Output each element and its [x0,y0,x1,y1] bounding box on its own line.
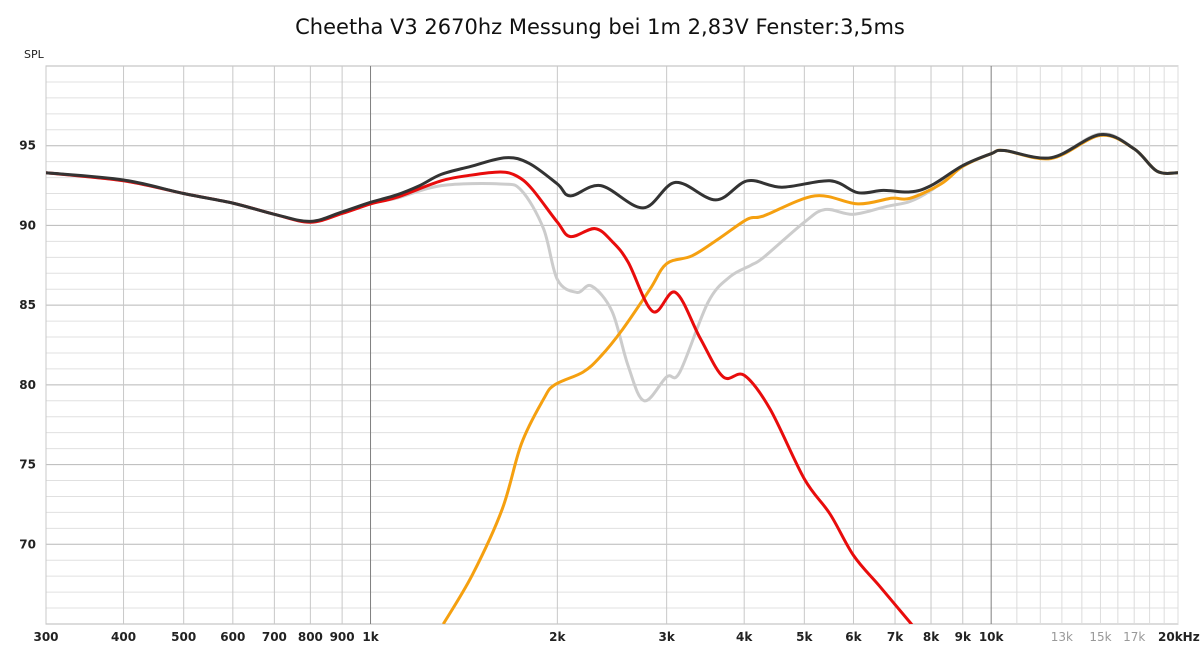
x-tick-label: 600 [220,630,245,644]
x-tick-label: 5k [796,630,813,644]
x-tick-label: 300 [33,630,58,644]
series-line-black [46,133,1178,223]
y-tick-label: 95 [19,139,36,153]
x-tick-label: 20kHz [1158,630,1200,644]
x-tick-label: 1k [362,630,379,644]
x-tick-label: 900 [330,630,355,644]
y-tick-label: 80 [19,378,36,392]
x-tick-label: 17k [1123,630,1145,644]
x-tick-label: 500 [171,630,196,644]
y-tick-label: 70 [19,537,36,551]
x-tick-label: 2k [549,630,566,644]
x-tick-label: 3k [658,630,675,644]
x-tick-label: 13k [1051,630,1073,644]
x-tick-label: 15k [1089,630,1111,644]
x-tick-label: 9k [955,630,972,644]
x-tick-label: 8k [923,630,940,644]
series-lines [46,132,1178,624]
x-tick-label: 400 [111,630,136,644]
x-tick-label: 7k [887,630,904,644]
x-tick-labels: 300 400 500 600 700 800 900 1k 2k 3k 4k 5k 6k 7k 8k 9k 1… [33,630,1199,644]
x-tick-label: 4k [736,630,753,644]
x-tick-label: 800 [298,630,323,644]
x-tick-label: 10k [979,630,1005,644]
grid [45,65,1179,625]
y-tick-label: 75 [19,458,36,472]
y-axis-label: SPL [24,48,45,61]
y-tick-labels: 70 75 80 85 90 95 [19,139,36,552]
y-tick-label: 85 [19,298,36,312]
x-tick-label: 700 [262,630,287,644]
x-tick-label: 6k [845,630,862,644]
chart-title: Cheetha V3 2670hz Messung bei 1m 2,83V F… [295,15,905,39]
y-tick-label: 90 [19,218,36,232]
